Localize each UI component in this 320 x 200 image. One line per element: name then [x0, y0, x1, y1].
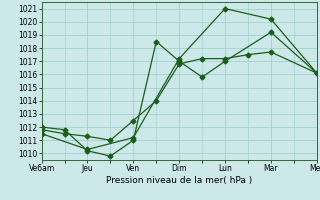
X-axis label: Pression niveau de la mer( hPa ): Pression niveau de la mer( hPa ) [106, 176, 252, 185]
